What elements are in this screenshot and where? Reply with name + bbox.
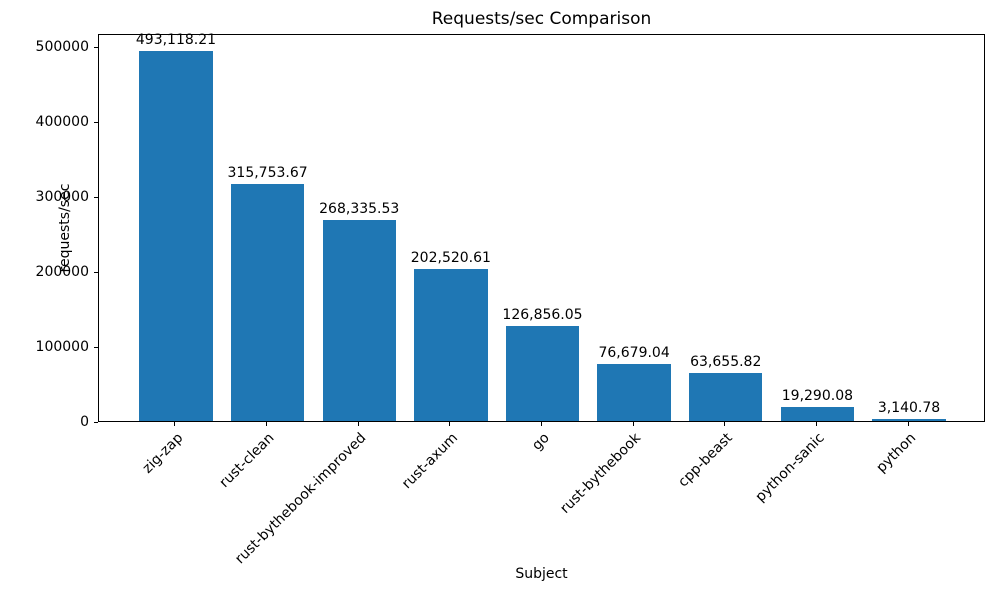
x-tick-label-rust-clean: rust-clean (217, 430, 278, 491)
y-tick (94, 346, 98, 348)
x-tick (174, 422, 176, 426)
x-tick (357, 422, 359, 426)
y-tick (94, 196, 98, 198)
x-tick-label-zig-zap: zig-zap (139, 430, 187, 477)
bar-value-label: 76,679.04 (598, 344, 670, 361)
x-tick (724, 422, 726, 426)
x-tick-label-python: python (873, 430, 920, 476)
bar-zig-zap (139, 51, 213, 421)
bar-rust-axum (414, 269, 488, 421)
bar-value-label: 315,753.67 (227, 165, 308, 182)
x-tick-label-cpp-beast: cpp-beast (675, 430, 737, 491)
bar-cpp-beast (689, 373, 763, 421)
x-tick-label-rust-bythebook: rust-bythebook (557, 430, 645, 517)
bar-go (505, 325, 580, 421)
y-tick (94, 121, 98, 123)
bar-value-label: 493,118.21 (135, 32, 217, 49)
bar-value-label: 268,335.53 (319, 200, 400, 217)
bar-rust-bythebook (597, 363, 671, 421)
x-tick (907, 422, 909, 426)
bar-rust-clean (230, 184, 305, 421)
chart-title: Requests/sec Comparison (431, 9, 652, 29)
x-tick-label-go: go (529, 430, 553, 454)
bar-value-label: 126,856.05 (502, 306, 583, 323)
bar-value-label: 202,520.61 (410, 250, 491, 267)
plot-area: 493,118.21 315,753.67 268,335.53 202,520.61… (98, 32, 985, 422)
y-tick-label: 300000 (35, 189, 89, 206)
x-tick (266, 422, 268, 426)
y-tick (94, 46, 98, 48)
x-tick (815, 422, 817, 426)
x-tick (541, 422, 542, 426)
bar-python-sanic (780, 406, 855, 421)
bar-value-label: 19,290.08 (781, 387, 854, 404)
y-tick-label: 0 (80, 414, 89, 430)
bar-python (872, 418, 946, 421)
y-tick-label: 100000 (35, 339, 89, 356)
x-tick (632, 422, 634, 426)
y-tick (94, 271, 98, 273)
bar-value-label: 63,655.82 (690, 354, 762, 371)
x-axis-label: Subject (515, 566, 568, 582)
x-tick-label-python-sanic: python-sanic (752, 430, 828, 506)
y-tick (94, 421, 98, 423)
y-tick-label: 200000 (35, 264, 89, 281)
x-tick-label-rust-axum: rust-axum (399, 430, 462, 493)
bar-value-label: 3,140.78 (877, 399, 941, 416)
bar-rust-bythebook-improved (322, 219, 396, 421)
y-tick-label: 500000 (35, 39, 89, 56)
x-tick (449, 422, 451, 426)
y-tick-label: 400000 (35, 114, 89, 131)
